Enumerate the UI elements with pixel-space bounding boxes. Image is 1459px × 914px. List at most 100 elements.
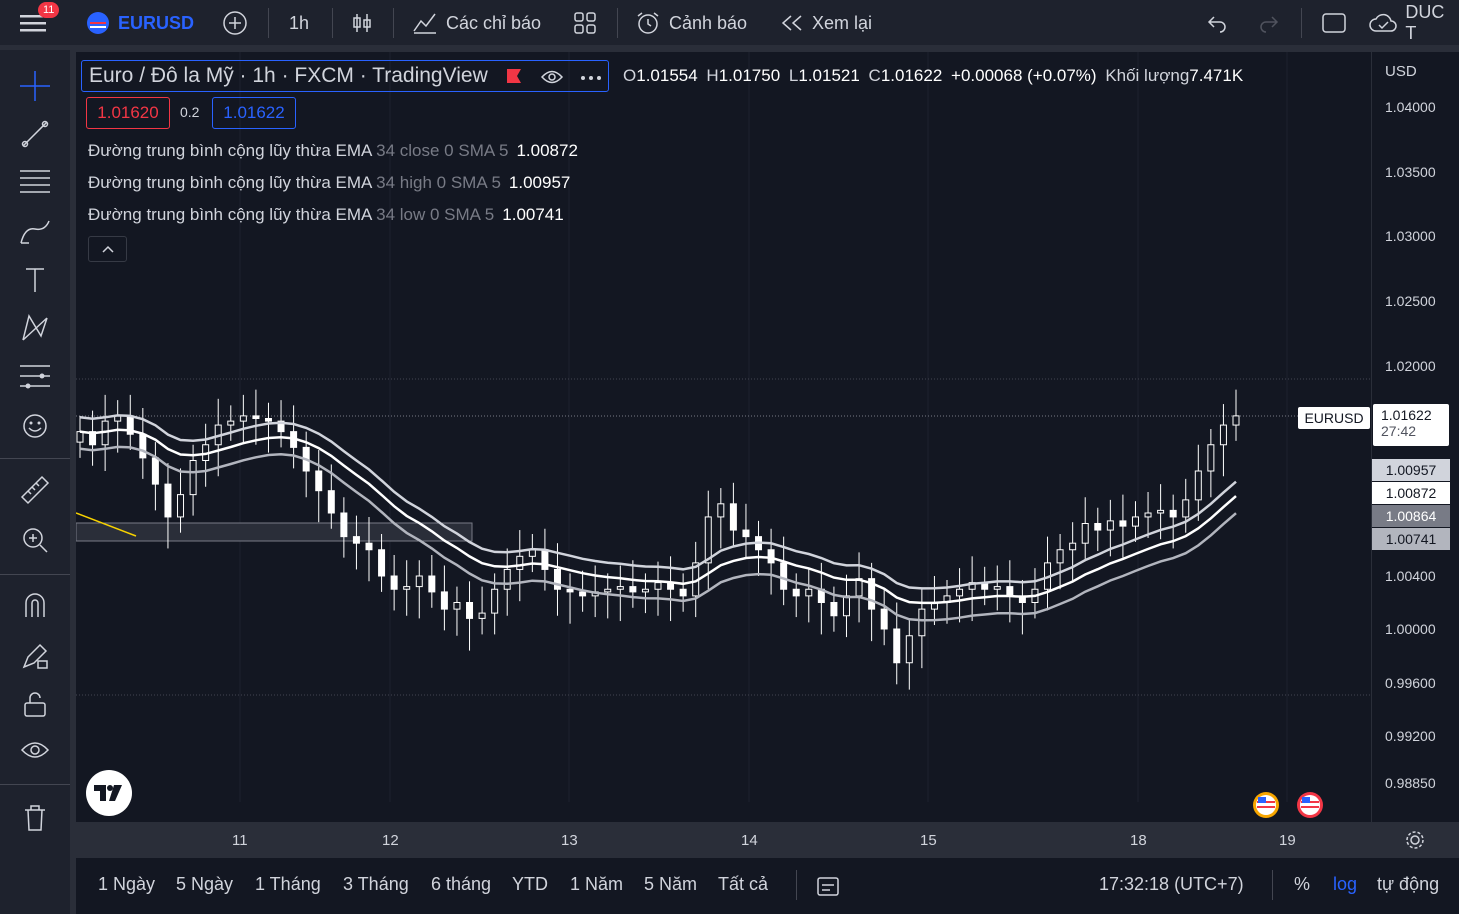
range-button[interactable]: 1 Tháng (255, 874, 321, 894)
candle-body (403, 586, 411, 590)
ema-high-price-label: 1.00957 (1372, 459, 1450, 481)
replay-button[interactable]: Xem lại (780, 0, 872, 46)
flag-marker-icon[interactable] (506, 68, 522, 86)
candle-body (566, 588, 574, 593)
brush-icon[interactable] (15, 212, 55, 252)
log-toggle[interactable]: log (1333, 874, 1358, 894)
pattern-icon[interactable] (15, 308, 55, 348)
rewind-icon (781, 15, 802, 31)
goto-date-icon[interactable] (816, 875, 840, 897)
ema-low-line (79, 445, 1237, 622)
trash-icon[interactable] (15, 798, 55, 838)
symbol-price-tag: EURUSD (1298, 407, 1370, 429)
price-axis[interactable]: USD 1.04000 1.03500 1.03000 1.02500 1.02000 1… (1371, 52, 1459, 822)
range-button[interactable]: 1 Năm (570, 874, 624, 894)
more-options-icon[interactable] (580, 75, 602, 81)
auto-scale-toggle[interactable]: tự động (1377, 874, 1440, 894)
range-button[interactable]: Tất cả (718, 874, 769, 894)
candle-body (830, 602, 838, 617)
magnet-icon[interactable] (15, 586, 55, 626)
candles-type-icon[interactable] (350, 0, 374, 46)
collapse-legend-button[interactable] (88, 236, 127, 262)
candle-body (717, 503, 725, 518)
clock-label[interactable]: 17:32:18 (UTC+7) (1099, 874, 1244, 894)
time-tick-label: 14 (741, 832, 758, 849)
redo-icon[interactable] (1258, 0, 1280, 46)
eye-icon[interactable] (15, 730, 55, 770)
candle-body (842, 595, 850, 617)
time-axis[interactable]: 11 12 13 14 15 18 19 (76, 802, 1371, 849)
range-button[interactable]: YTD (512, 874, 548, 894)
candle-body (415, 575, 423, 588)
ruler-icon[interactable] (15, 470, 55, 510)
legend-title: Euro / Đô la Mỹ · 1h · FXCM · TradingVie… (89, 64, 488, 87)
candle-body (616, 586, 624, 590)
candle-body (478, 612, 486, 619)
undo-icon[interactable] (1206, 0, 1228, 46)
text-icon[interactable] (15, 260, 55, 300)
us-event-flag-icon[interactable] (1251, 790, 1281, 820)
candle-body (227, 420, 235, 426)
percent-toggle[interactable]: % (1294, 874, 1311, 894)
legend-title-box[interactable]: Euro / Đô la Mỹ · 1h · FXCM · TradingVie… (81, 60, 609, 92)
zoom-in-icon[interactable] (15, 520, 55, 560)
price-tick-label: 1.02000 (1385, 358, 1436, 374)
indicator-ema-close[interactable]: Đường trung bình cộng lũy thừa EMA 34 cl… (88, 141, 578, 160)
account-button[interactable]: DUC T (1368, 0, 1459, 46)
visibility-eye-icon[interactable] (540, 68, 564, 86)
settings-gear-icon[interactable] (1404, 829, 1426, 851)
sell-button[interactable]: 1.01620 (86, 97, 170, 129)
layouts-icon[interactable] (573, 0, 597, 46)
menu-icon[interactable] (20, 0, 46, 46)
candle-body (541, 549, 549, 570)
indicator-ema-low[interactable]: Đường trung bình cộng lũy thừa EMA 34 lo… (88, 205, 564, 224)
candle-body (252, 415, 260, 419)
trend-line-icon[interactable] (15, 114, 55, 154)
eu-event-flag-icon[interactable] (1295, 790, 1325, 820)
candle-body (239, 415, 247, 422)
tradingview-logo[interactable] (86, 770, 132, 816)
range-button[interactable]: 6 tháng (431, 874, 492, 894)
lock-drawing-pen-icon[interactable] (15, 636, 55, 676)
candle-body (428, 575, 436, 593)
range-button[interactable]: 1 Ngày (98, 874, 156, 894)
interval-button[interactable]: 1h (289, 12, 310, 33)
candle-body (1081, 523, 1089, 544)
price-tick-label: 1.00000 (1385, 621, 1436, 637)
symbol-search-button[interactable]: EURUSD (86, 0, 194, 46)
fib-retracement-icon[interactable] (15, 162, 55, 202)
bottom-toolbar: 1 Ngày 5 Ngày 1 Tháng 3 Tháng 6 tháng YTD 1 Nă… (76, 858, 1459, 914)
candle-body (390, 575, 398, 590)
top-toolbar: 11 EURUSD 1h Các chỉ báo Cảnh báo Xem lạ… (0, 0, 1459, 46)
chart-canvas[interactable] (76, 52, 1459, 822)
indicators-button[interactable]: Các chỉ báo (412, 0, 541, 46)
ema-low-price-label: 1.00741 (1372, 528, 1450, 550)
candle-body (1157, 509, 1165, 514)
alerts-button[interactable]: Cảnh báo (635, 0, 747, 46)
currency-label[interactable]: USD (1385, 63, 1417, 80)
candle-body (1119, 520, 1127, 527)
candle-body (340, 512, 348, 538)
unlock-icon[interactable] (15, 684, 55, 724)
tradingview-logo-icon (94, 785, 122, 801)
price-tick-label: 1.02500 (1385, 293, 1436, 309)
range-button[interactable]: 5 Năm (644, 874, 698, 894)
chart-pane[interactable]: Euro / Đô la Mỹ · 1h · FXCM · TradingVie… (76, 52, 1459, 849)
candle-body (1194, 470, 1202, 501)
range-button[interactable]: 5 Ngày (176, 874, 234, 894)
candle-body (76, 431, 84, 443)
fullscreen-icon[interactable] (1321, 0, 1347, 46)
drawing-toolbar (0, 50, 70, 914)
emoji-icon[interactable] (15, 406, 55, 446)
candle-body (151, 457, 159, 485)
indicator-ema-high[interactable]: Đường trung bình cộng lũy thừa EMA 34 hi… (88, 173, 571, 192)
forecast-icon[interactable] (15, 356, 55, 396)
candle-body (767, 549, 775, 564)
compare-add-icon[interactable] (222, 0, 248, 46)
account-label: DUC T (1405, 2, 1445, 43)
buy-button[interactable]: 1.01622 (212, 97, 296, 129)
range-button[interactable]: 3 Tháng (343, 874, 409, 894)
crosshair-icon[interactable] (15, 66, 55, 106)
price-tick-label: 1.03500 (1385, 164, 1436, 180)
candle-body (528, 549, 536, 557)
